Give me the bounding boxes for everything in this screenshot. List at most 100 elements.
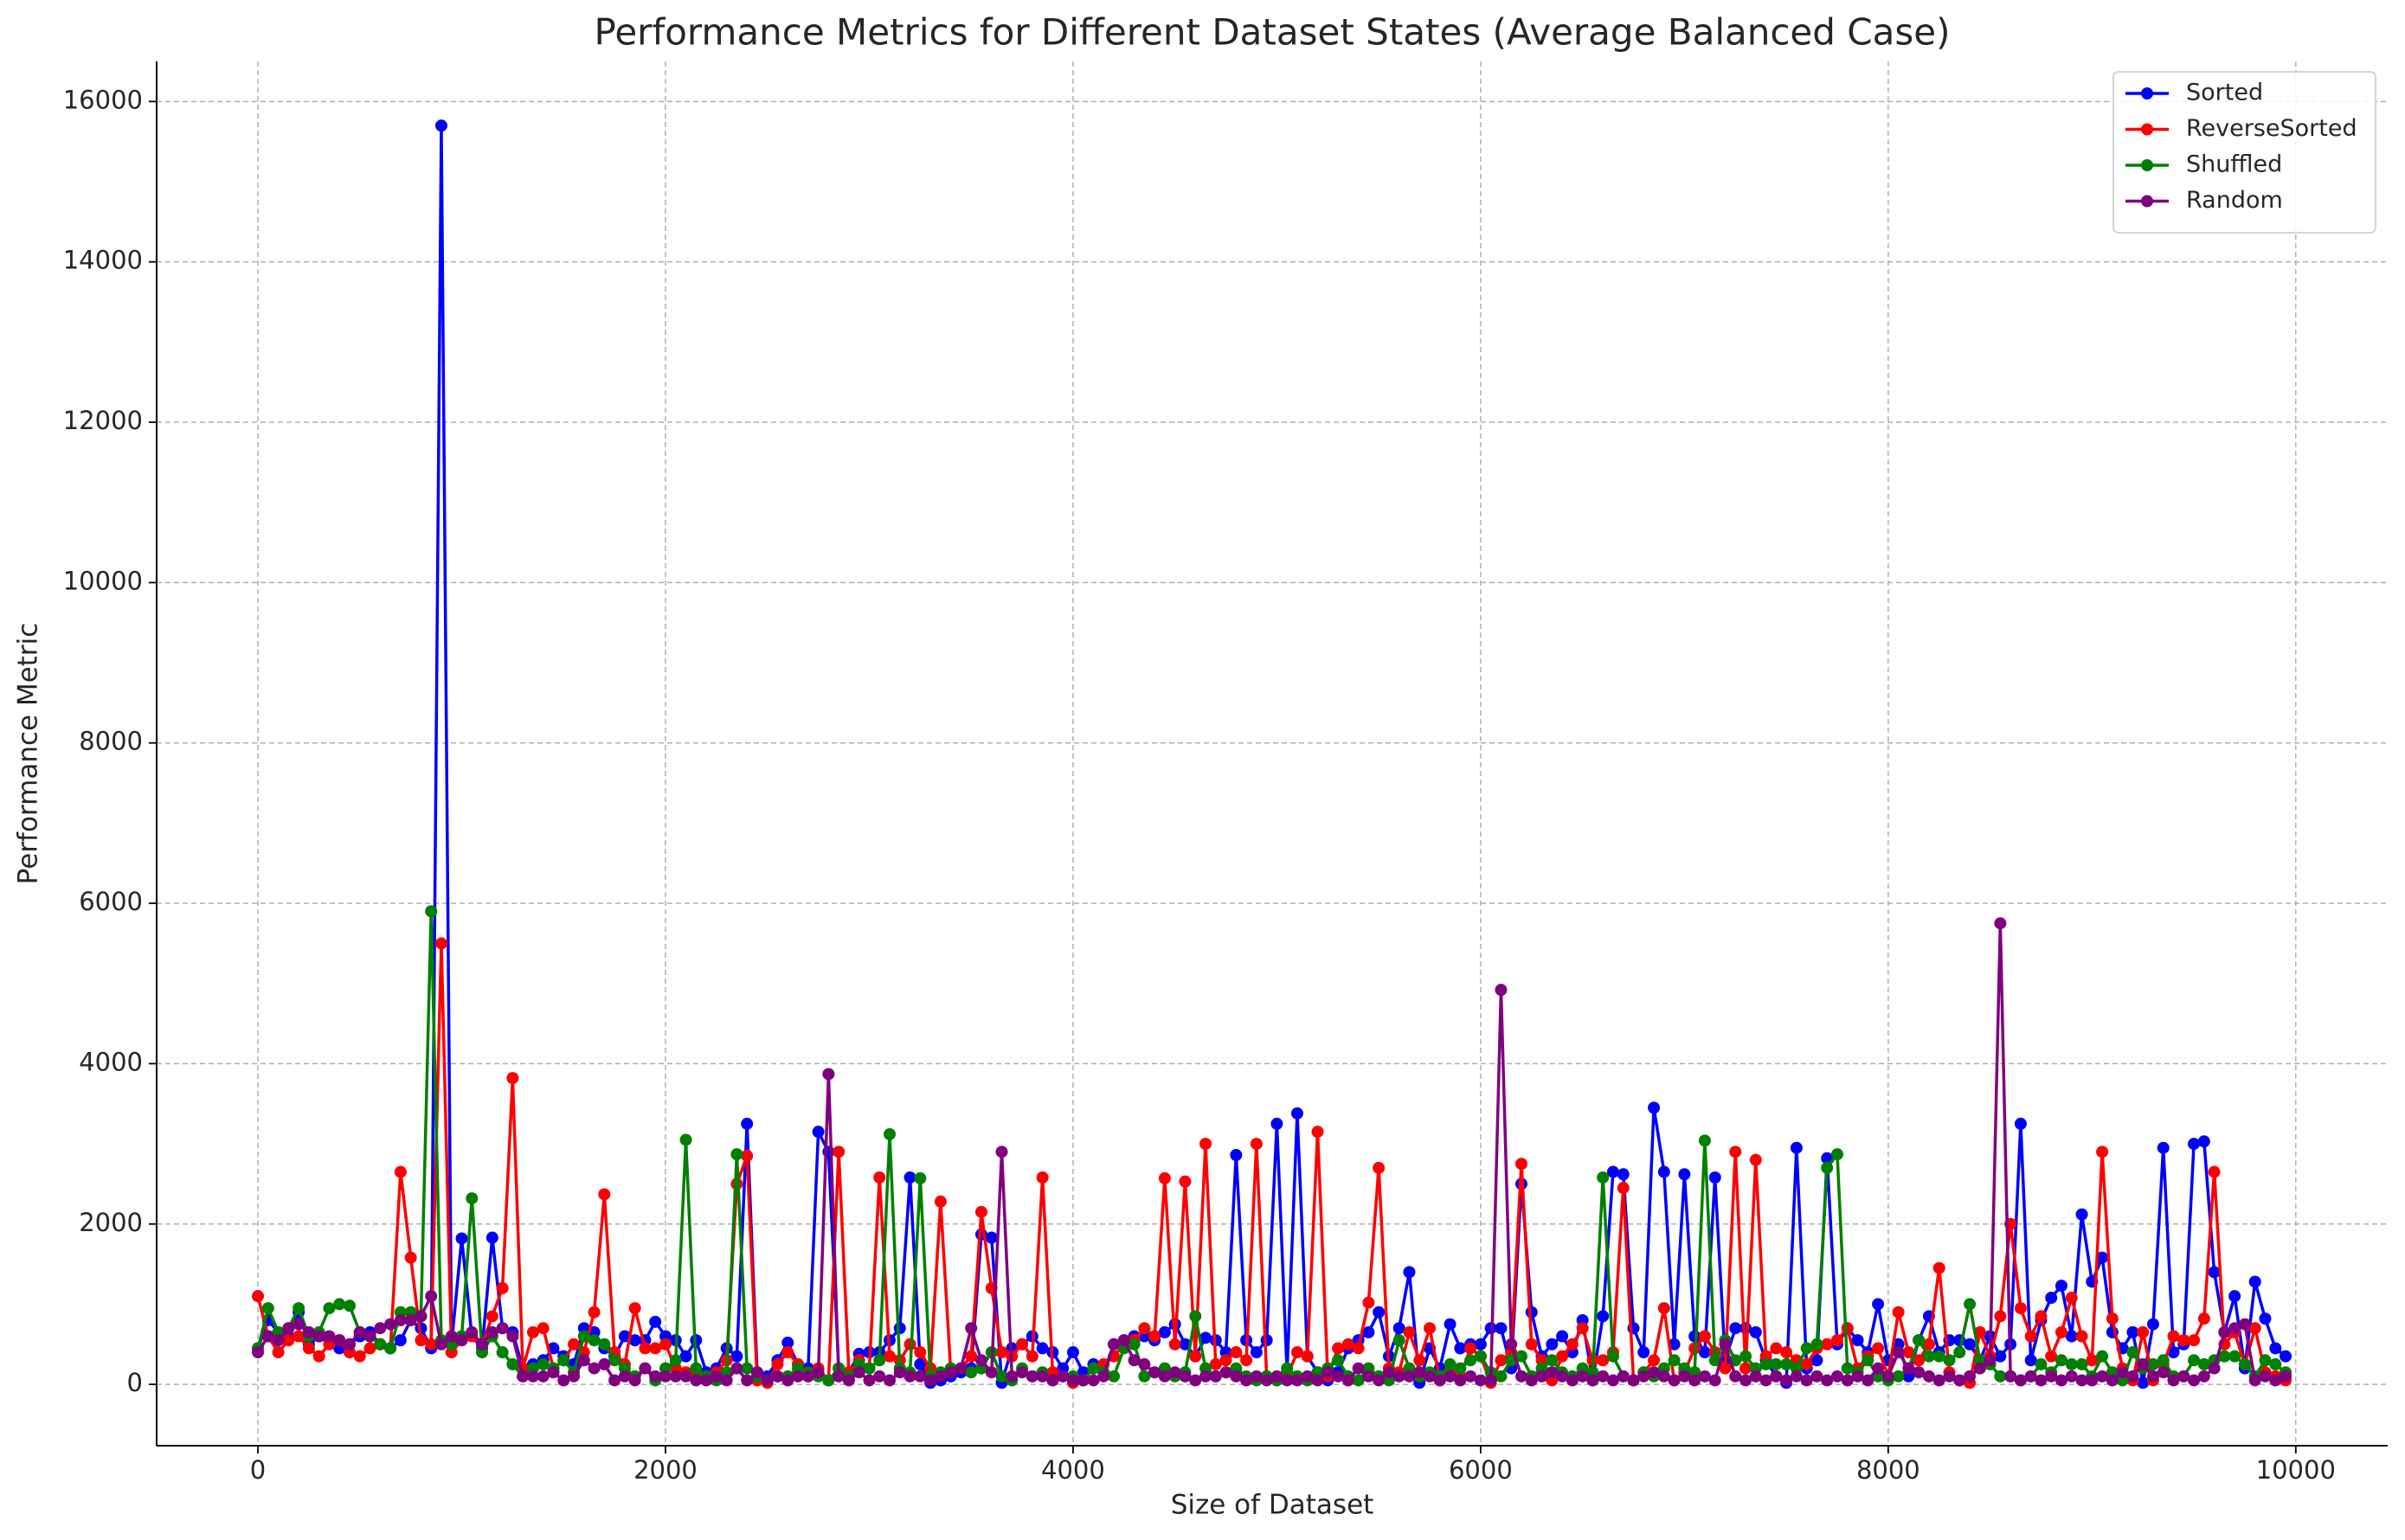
point — [1260, 1374, 1273, 1387]
point — [1332, 1342, 1345, 1355]
point — [1138, 1357, 1151, 1370]
point — [1698, 1134, 1711, 1147]
point — [1219, 1366, 1232, 1379]
point — [1943, 1370, 1956, 1383]
point — [333, 1334, 346, 1347]
point — [781, 1346, 794, 1359]
point — [2055, 1354, 2068, 1367]
point — [833, 1145, 846, 1158]
point — [944, 1366, 957, 1379]
point — [924, 1374, 937, 1387]
point — [700, 1374, 713, 1387]
point — [679, 1133, 692, 1146]
point — [1148, 1330, 1161, 1343]
point — [649, 1315, 662, 1328]
point — [2238, 1318, 2251, 1331]
point — [2259, 1312, 2272, 1325]
point — [434, 937, 447, 950]
point — [425, 1338, 438, 1351]
y-tick-label: 12000 — [63, 406, 143, 435]
point — [557, 1354, 570, 1367]
point — [2075, 1330, 2088, 1343]
point — [914, 1370, 927, 1383]
series — [252, 917, 2292, 1387]
point — [1556, 1370, 1569, 1383]
point — [2075, 1208, 2088, 1221]
point — [1199, 1138, 1212, 1151]
point — [792, 1370, 805, 1383]
point — [741, 1117, 754, 1130]
point — [1495, 984, 1508, 997]
point — [893, 1322, 906, 1335]
point — [1097, 1370, 1110, 1383]
y-tick-label: 14000 — [63, 246, 143, 275]
point — [568, 1370, 581, 1383]
point — [1464, 1370, 1477, 1383]
y-tick-label: 2000 — [79, 1208, 143, 1237]
point — [1657, 1370, 1670, 1383]
point — [2167, 1374, 2180, 1387]
point — [415, 1310, 428, 1323]
point — [293, 1330, 305, 1343]
point — [1332, 1370, 1345, 1383]
point — [1087, 1362, 1100, 1375]
point — [1290, 1346, 1303, 1359]
point — [1362, 1370, 1375, 1383]
point — [1708, 1354, 1721, 1367]
point — [577, 1354, 590, 1367]
point — [1841, 1362, 1854, 1375]
point — [2146, 1370, 2159, 1383]
point — [1392, 1370, 1405, 1383]
point — [1576, 1322, 1589, 1335]
point — [608, 1354, 621, 1367]
point — [1872, 1362, 1885, 1375]
point — [1392, 1334, 1405, 1347]
point — [822, 1374, 835, 1387]
point — [2280, 1370, 2292, 1383]
point — [486, 1325, 498, 1338]
point — [1566, 1338, 1579, 1351]
point — [1648, 1366, 1661, 1379]
point — [1800, 1374, 1813, 1387]
point — [1332, 1354, 1345, 1367]
point — [1108, 1370, 1121, 1383]
point — [1444, 1318, 1457, 1331]
point — [374, 1338, 387, 1351]
point — [2096, 1251, 2109, 1264]
point — [1953, 1374, 1966, 1387]
point — [965, 1322, 978, 1335]
point — [1922, 1338, 1935, 1351]
point — [1994, 1370, 2007, 1383]
point — [1087, 1374, 1100, 1387]
point — [812, 1366, 825, 1379]
point — [1739, 1362, 1752, 1375]
point — [1026, 1370, 1039, 1383]
point — [1770, 1342, 1783, 1355]
point — [842, 1374, 855, 1387]
point — [679, 1350, 692, 1363]
point — [2248, 1374, 2261, 1387]
point — [2280, 1350, 2292, 1363]
point — [557, 1374, 570, 1387]
point — [2137, 1325, 2150, 1338]
point — [293, 1318, 305, 1331]
point — [252, 1346, 265, 1359]
point — [1546, 1354, 1559, 1367]
point — [537, 1370, 550, 1383]
point — [893, 1366, 906, 1379]
point — [1270, 1117, 1283, 1130]
point — [2218, 1350, 2231, 1363]
point — [2228, 1350, 2241, 1363]
legend-marker — [2141, 123, 2153, 136]
point — [1657, 1302, 1670, 1315]
point — [1546, 1338, 1559, 1351]
x-tick-label: 6000 — [1449, 1455, 1513, 1485]
point — [1913, 1334, 1926, 1347]
point — [639, 1362, 652, 1375]
point — [445, 1330, 458, 1343]
point — [965, 1366, 978, 1379]
point — [1514, 1370, 1527, 1383]
point — [1810, 1370, 1823, 1383]
point — [506, 1330, 519, 1343]
point — [2157, 1354, 2170, 1367]
